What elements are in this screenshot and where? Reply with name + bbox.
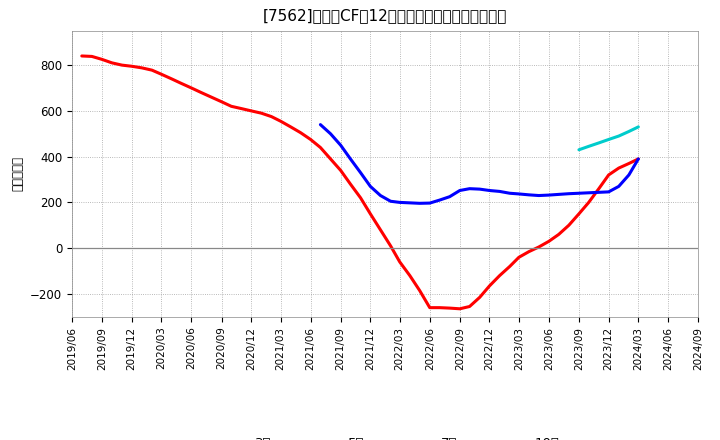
Legend: 3年, 5年, 7年, 10年: 3年, 5年, 7年, 10年 <box>206 432 564 440</box>
Title: [7562]　営業CFの12か月移動合計の平均値の推移: [7562] 営業CFの12か月移動合計の平均値の推移 <box>263 7 508 23</box>
Y-axis label: （百万円）: （百万円） <box>12 156 24 191</box>
